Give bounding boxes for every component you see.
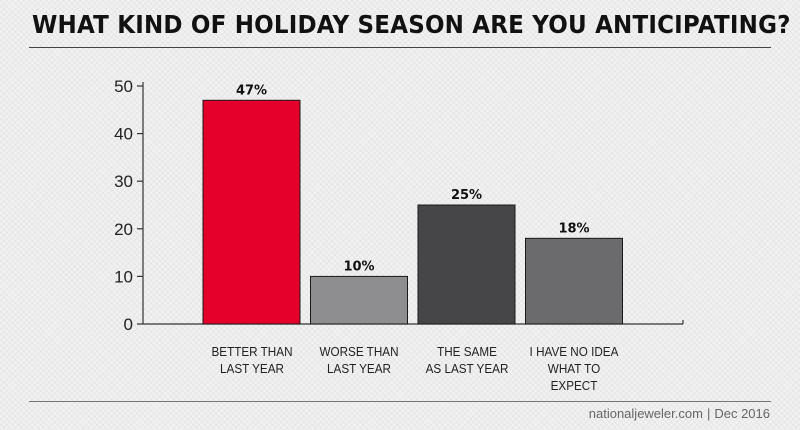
bar-value-label: 47%	[236, 83, 267, 98]
bar	[310, 275, 408, 325]
source-site: nationaljeweler.com	[588, 406, 703, 421]
source-date: Dec 2016	[714, 406, 770, 421]
category-label: I HAVE NO IDEA WHAT TO EXPECT	[524, 343, 625, 394]
chart-title: WHAT KIND OF HOLIDAY SEASON ARE YOU ANTI…	[32, 10, 791, 39]
bar-chart: 0 10 20 30 40 50 47% 10% 25% 18%	[114, 77, 684, 334]
category-label-line: LAST YEAR	[327, 361, 391, 376]
footer-separator: |	[706, 406, 711, 421]
bar	[417, 204, 516, 325]
source-credit: nationaljeweler.com | Dec 2016	[589, 406, 770, 421]
category-label-line: BETTER THAN	[210, 344, 293, 359]
category-label-line: I HAVE NO IDEA	[529, 344, 619, 359]
category-label-line: THE SAME	[436, 344, 497, 359]
y-tick-label: 20	[114, 220, 133, 239]
category-label: WORSE THAN LAST YEAR	[309, 343, 410, 377]
footer-rule	[29, 401, 771, 402]
y-tick-label: 50	[114, 77, 133, 96]
title-underline	[29, 47, 771, 48]
category-label-line: LAST YEAR	[219, 361, 284, 376]
category-label-line: WORSE THAN	[319, 344, 399, 359]
category-label: BETTER THAN LAST YEAR	[201, 343, 302, 377]
y-tick-label: 10	[114, 267, 133, 286]
y-tick-label: 30	[114, 172, 133, 191]
bar-value-label: 10%	[343, 259, 374, 274]
bar	[525, 237, 623, 325]
category-label: THE SAME AS LAST YEAR	[416, 343, 517, 377]
y-tick-label: 40	[114, 125, 133, 144]
y-tick-label: 0	[124, 315, 133, 334]
bar-value-label: 25%	[451, 188, 482, 203]
category-label-line: AS LAST YEAR	[425, 361, 508, 376]
bar	[202, 99, 301, 325]
bar-value-label: 18%	[558, 221, 589, 236]
category-label-line: WHAT TO EXPECT	[547, 361, 601, 393]
value-labels: 47% 10% 25% 18%	[236, 83, 590, 274]
bars	[202, 99, 623, 325]
